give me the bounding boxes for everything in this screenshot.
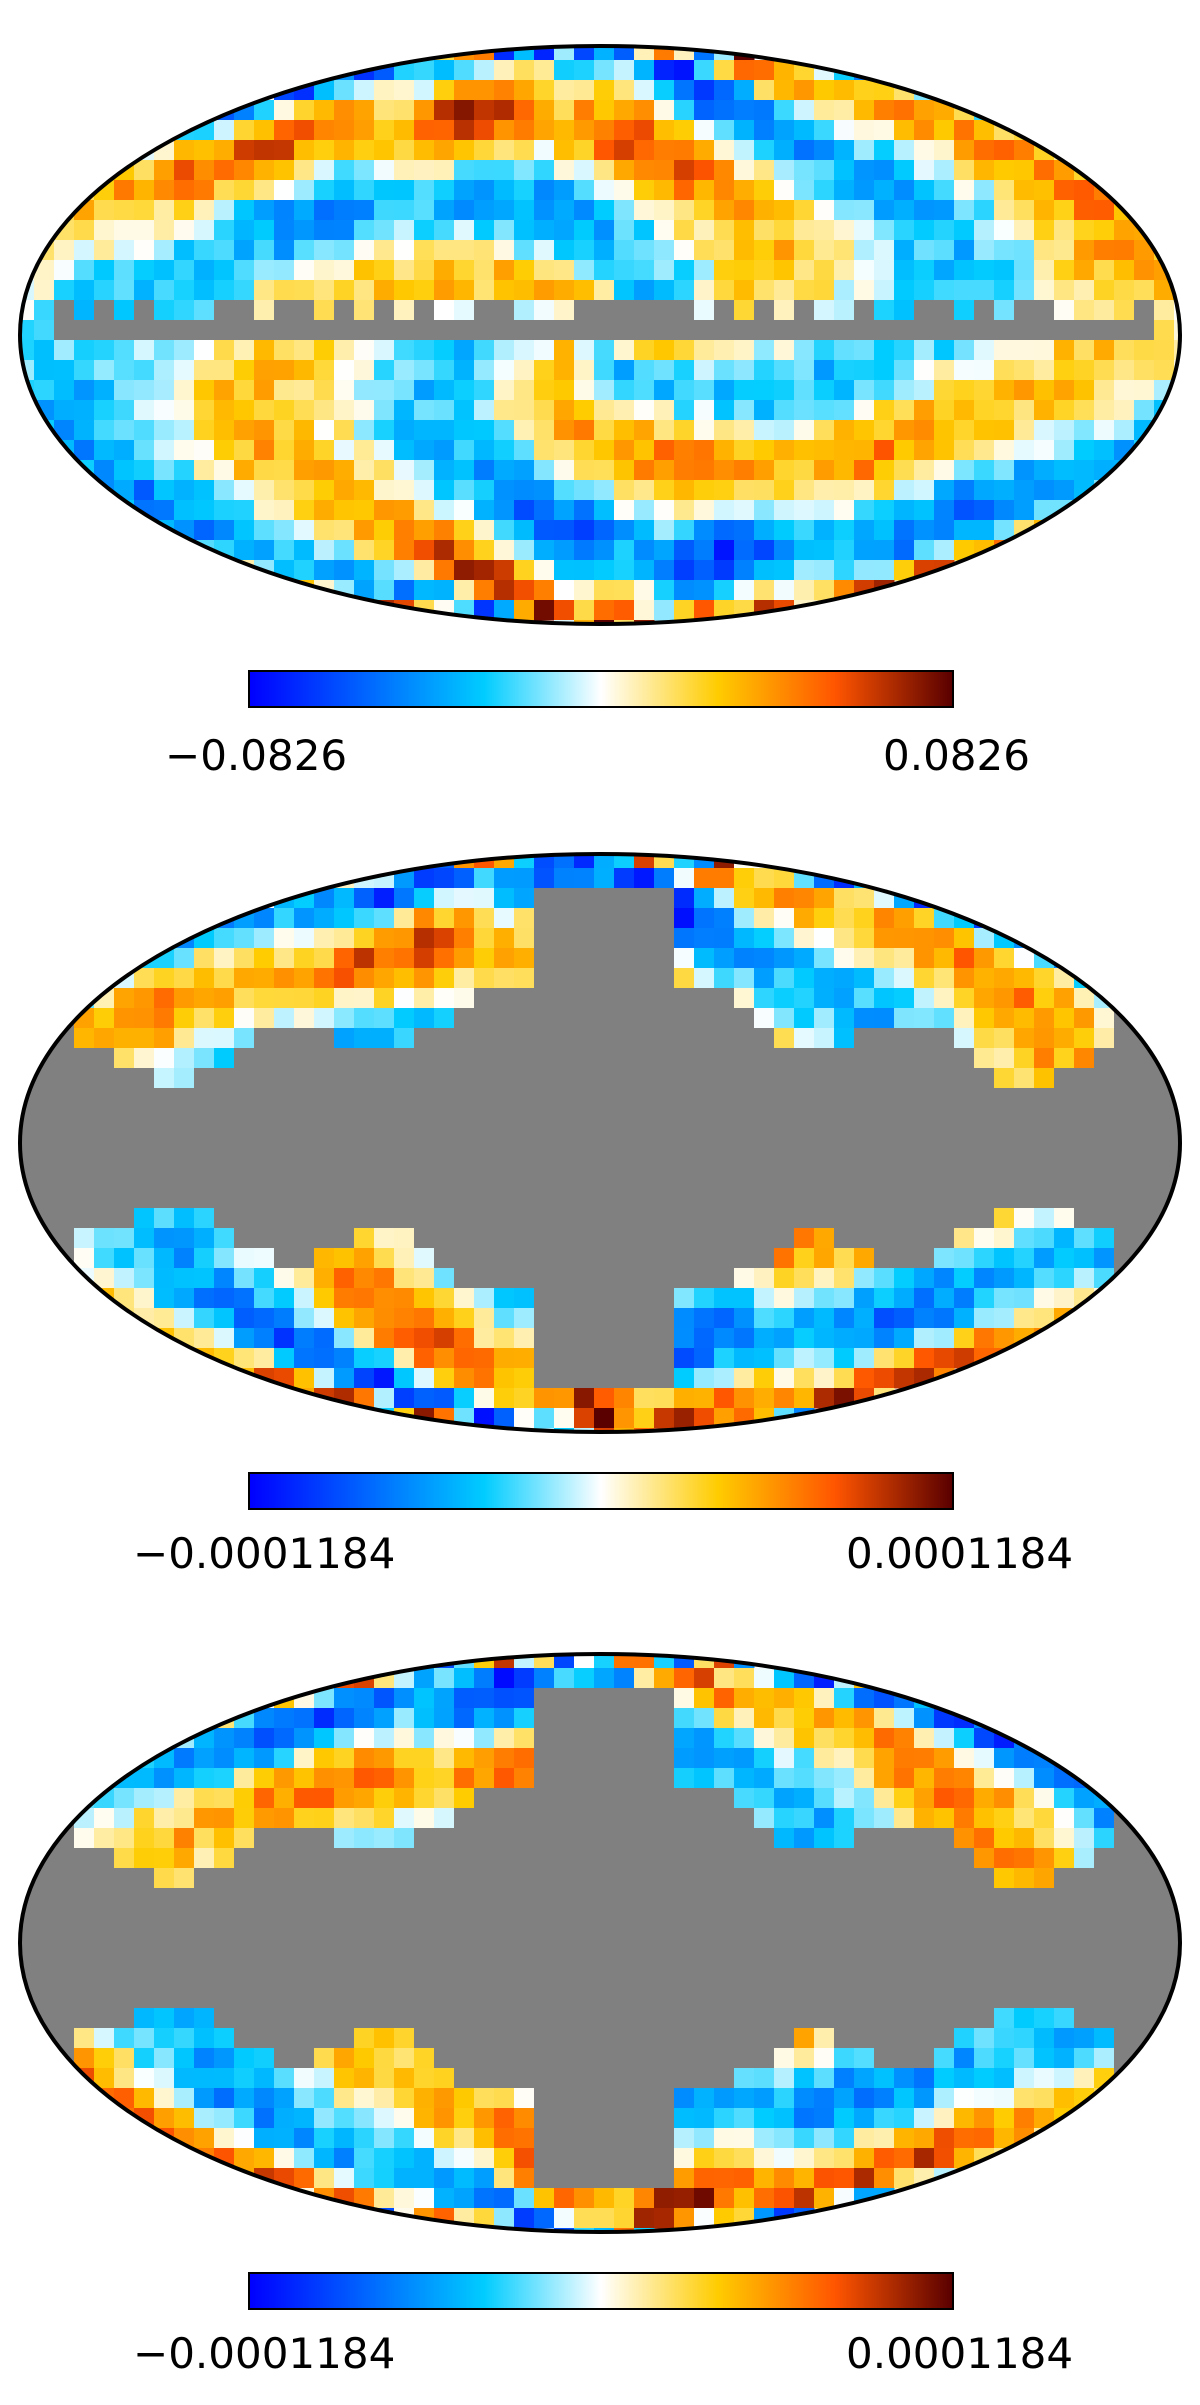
colorbar-1-min-label: −0.0826 [165,731,348,780]
mollweide-map-3 [18,1652,1182,2234]
map-outline [18,852,1182,1434]
colorbar-3 [248,2272,954,2310]
colorbar-2-min-label: −0.0001184 [133,1529,396,1578]
colorbar-1-max-label: 0.0826 [883,731,1030,780]
sky-pixels [20,1654,1180,2232]
map-panel-3: −0.0001184 0.0001184 [0,1600,1200,2405]
colorbar-3-max-label: 0.0001184 [846,2329,1074,2378]
colorbar-2-max-label: 0.0001184 [846,1529,1074,1578]
mollweide-map-2 [18,852,1182,1434]
colorbar-3-min-label: −0.0001184 [133,2329,396,2378]
map-outline [18,44,1182,626]
map-panel-2: −0.0001184 0.0001184 [0,800,1200,1590]
colorbar-2 [248,1472,954,1510]
map-panel-1: −0.0826 0.0826 [0,0,1200,790]
sky-pixels [20,854,1180,1432]
mollweide-map-1 [18,44,1182,626]
map-outline [18,1652,1182,2234]
colorbar-1 [248,670,954,708]
sky-pixels [20,46,1180,624]
